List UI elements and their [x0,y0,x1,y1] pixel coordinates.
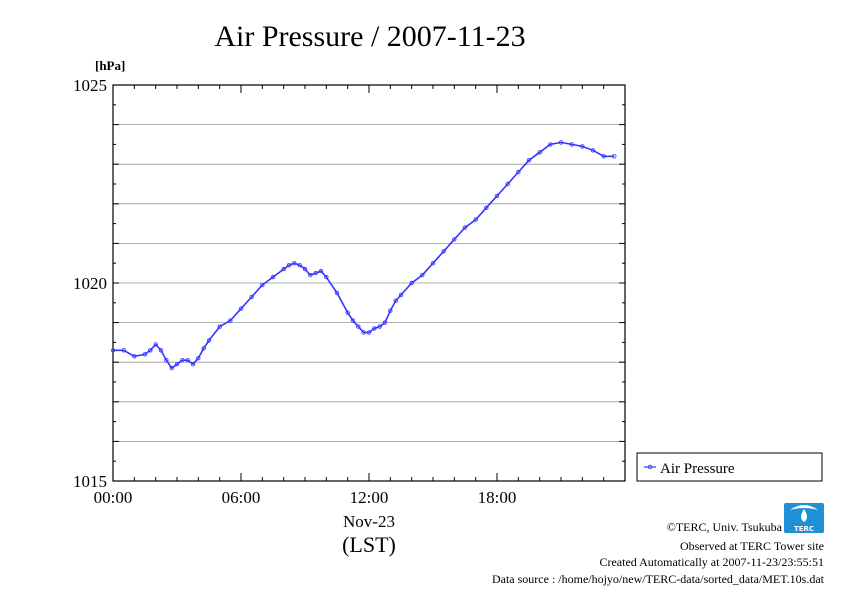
x-axis-title: (LST) [342,532,396,557]
data-point [286,263,292,268]
data-point [505,181,510,187]
data-point [281,266,286,272]
observed-text: Observed at TERC Tower site [680,539,824,553]
data-point [313,270,318,276]
data-point [206,338,212,343]
chart-title: Air Pressure / 2007-11-23 [214,20,525,53]
data-point [318,268,324,274]
data-point [201,346,206,351]
data-point [537,150,542,155]
data-point [350,318,356,323]
data-point [361,330,366,335]
logo-text: TERC [794,525,814,533]
data-point [580,144,585,149]
data-point [430,261,436,266]
water-drop-icon [801,509,807,522]
y-axis-unit: [hPa] [95,58,125,73]
data-point [249,294,254,300]
logo-wave [790,505,818,510]
series-air-pressure [110,140,617,371]
data-point [270,274,276,280]
x-tick-label: 00:00 [94,488,133,507]
data-point [164,358,169,363]
data-point [345,310,350,315]
data-point [516,169,521,175]
copyright-text: ©TERC, Univ. Tsukuba [667,520,783,534]
data-point [590,148,596,153]
data-point [302,266,308,272]
legend: Air Pressure [636,452,823,482]
data-point [148,348,153,353]
data-point [292,261,297,266]
data-point [526,157,532,163]
data-point [452,237,457,242]
y-tick-label: 1020 [73,274,107,293]
x-tick-label: 06:00 [222,488,261,507]
data-point [473,217,478,222]
data-point [190,362,196,367]
data-point [409,280,414,286]
data-point [238,306,244,311]
data-point [382,320,388,325]
data-point [569,142,574,147]
x-axis-labels: 00:00 06:00 12:00 18:00 [94,488,517,507]
legend-marker [647,464,653,470]
x-axis-date-label: Nov-23 [343,512,395,531]
data-point [153,342,158,347]
data-point [158,348,164,353]
data-point [185,358,190,363]
data-point [388,308,393,313]
data-point [494,193,500,199]
data-point [174,362,180,367]
data-point [601,154,606,159]
data-point [121,348,126,353]
data-point [548,142,553,147]
created-text: Created Automatically at 2007-11-23/23:5… [599,555,824,569]
data-point [398,292,404,298]
data-point [462,225,468,230]
data-source-text: Data source : /home/hojyo/new/TERC-data/… [492,572,825,586]
x-tick-label: 12:00 [350,488,389,507]
y-tick-label: 1015 [73,472,107,491]
data-point [377,324,382,329]
y-tick-label: 1025 [73,76,107,95]
x-tick-label: 18:00 [478,488,517,507]
data-point [558,140,564,145]
data-point [297,263,302,268]
data-point [393,298,398,303]
terc-logo: TERC [784,503,824,533]
data-point [420,272,425,278]
legend-label: Air Pressure [660,461,735,477]
data-point [441,249,446,254]
data-point [217,324,222,329]
data-point [484,205,489,210]
data-point [324,274,329,280]
grid-lines [113,124,625,442]
data-point [372,326,377,331]
y-axis-labels: 1015 1020 1025 [73,76,107,491]
data-point [132,354,137,359]
data-point [196,356,201,361]
data-point [228,318,233,323]
axis-ticks [112,84,626,482]
data-point [180,358,185,363]
data-point [169,365,174,371]
data-point [142,352,148,357]
data-point [308,272,313,278]
legend-box [636,452,823,482]
data-point [110,348,116,353]
data-point [334,290,340,296]
data-point [612,154,617,159]
data-point [356,324,361,329]
data-point [260,282,265,288]
data-point [366,330,372,335]
